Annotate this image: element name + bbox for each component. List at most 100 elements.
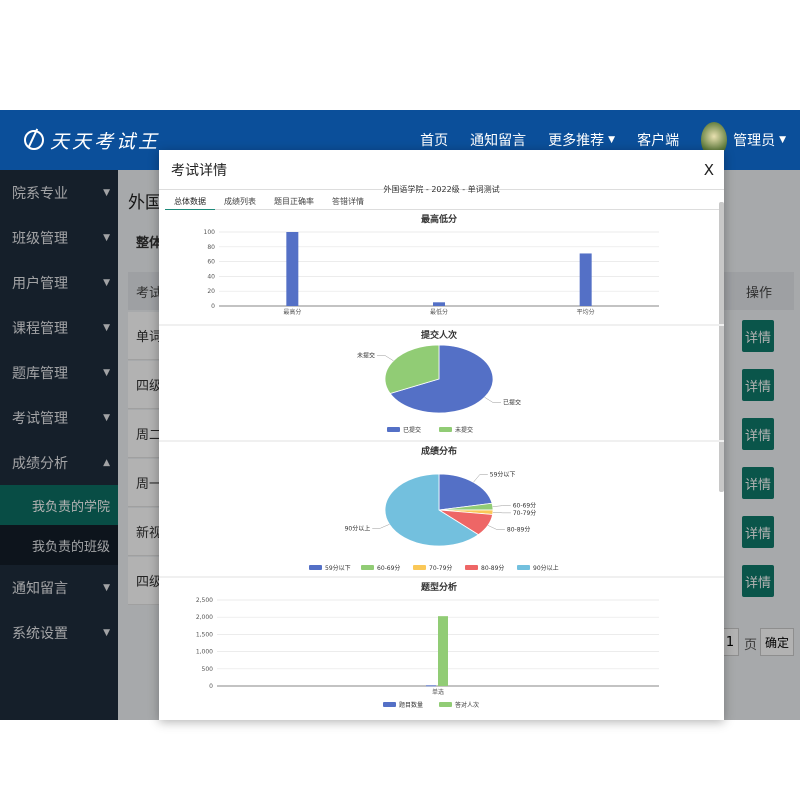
bar bbox=[286, 232, 299, 306]
sidebar-item-label: 通知留言 bbox=[12, 580, 68, 597]
label-line bbox=[376, 355, 394, 361]
tab-score-list[interactable]: 成绩列表 bbox=[224, 197, 256, 206]
slice-label: 70-79分 bbox=[513, 509, 536, 517]
caret-down-icon: ▼ bbox=[103, 367, 110, 378]
tab-wrong-answers[interactable]: 答错详情 bbox=[332, 197, 364, 206]
caret-down-icon: ▼ bbox=[103, 232, 110, 243]
sidebar-item-settings[interactable]: 系统设置 ▼ bbox=[0, 610, 118, 655]
y-tick-label: 60 bbox=[207, 259, 215, 266]
y-tick-label: 0 bbox=[211, 303, 215, 310]
legend-label: 未提交 bbox=[455, 426, 473, 434]
sidebar-item-label: 系统设置 bbox=[12, 625, 68, 642]
caret-down-icon: ▼ bbox=[103, 322, 110, 333]
logo-text: 天天考试王 bbox=[50, 130, 161, 153]
close-icon[interactable]: X bbox=[703, 160, 714, 179]
divider bbox=[159, 324, 724, 326]
exam-detail-modal: 考试详情 X 外国语学院 - 2022级 - 单词测试 总体数据 成绩列表 题目… bbox=[159, 150, 724, 720]
y-tick-label: 20 bbox=[207, 288, 215, 295]
y-tick-label: 2,500 bbox=[196, 597, 213, 604]
detail-button[interactable]: 详情 bbox=[742, 565, 774, 597]
nav-notice[interactable]: 通知留言 bbox=[470, 130, 526, 150]
tab-overall-data[interactable]: 总体数据 bbox=[165, 196, 215, 210]
legend-swatch bbox=[413, 565, 426, 570]
sidebar-subitem-my-class[interactable]: 我负责的班级 bbox=[0, 525, 118, 565]
caret-down-icon: ▼ bbox=[779, 135, 786, 145]
bar bbox=[438, 616, 448, 686]
sidebar-item-label: 题库管理 bbox=[12, 365, 68, 382]
legend-swatch bbox=[439, 702, 452, 707]
sidebar-item-question-bank[interactable]: 题库管理 ▼ bbox=[0, 350, 118, 395]
label-line bbox=[484, 397, 502, 403]
caret-down-icon: ▼ bbox=[103, 627, 110, 638]
chart-max-min-score: 最高低分 0 20 40 60 80 100 最高分 最低分 平均分 bbox=[204, 213, 659, 316]
slice-label: 未提交 bbox=[357, 351, 375, 359]
sidebar-item-label: 课程管理 bbox=[12, 320, 68, 337]
legend-label: 70-79分 bbox=[429, 564, 452, 572]
column-header-action: 操作 bbox=[724, 272, 794, 310]
caret-down-icon: ▼ bbox=[608, 135, 616, 145]
x-tick-label: 平均分 bbox=[577, 308, 595, 316]
detail-button[interactable]: 详情 bbox=[742, 516, 774, 548]
y-tick-label: 0 bbox=[209, 683, 213, 690]
sidebar-item-notice[interactable]: 通知留言 ▼ bbox=[0, 565, 118, 610]
nav-more-label: 更多推荐 bbox=[548, 133, 605, 149]
sidebar-subitem-my-college[interactable]: 我负责的学院 bbox=[0, 485, 118, 525]
nav-home-label: 首页 bbox=[420, 133, 449, 149]
legend-swatch bbox=[465, 565, 478, 570]
sidebar-item-departments[interactable]: 院系专业 ▼ bbox=[0, 170, 118, 215]
modal-subtitle: 外国语学院 - 2022级 - 单词测试 bbox=[383, 185, 500, 194]
logo[interactable]: 天天考试王 bbox=[24, 124, 160, 156]
sidebar-item-classes[interactable]: 班级管理 ▼ bbox=[0, 215, 118, 260]
x-tick-label: 单选 bbox=[432, 688, 444, 696]
legend-label: 答对人次 bbox=[455, 701, 479, 709]
detail-button[interactable]: 详情 bbox=[742, 369, 774, 401]
page-confirm-button[interactable]: 确定 bbox=[760, 628, 794, 656]
legend-swatch bbox=[517, 565, 530, 570]
slice-label: 已提交 bbox=[503, 399, 521, 407]
pie-slice bbox=[389, 344, 494, 414]
sidebar-item-label: 院系专业 bbox=[12, 185, 68, 202]
detail-button[interactable]: 详情 bbox=[742, 320, 774, 352]
label-line bbox=[492, 505, 511, 507]
slice-label: 59分以下 bbox=[490, 471, 516, 479]
chart-title: 提交人次 bbox=[421, 329, 457, 341]
sidebar-item-exams[interactable]: 考试管理 ▼ bbox=[0, 395, 118, 440]
caret-down-icon: ▼ bbox=[103, 582, 110, 593]
slice-label: 90分以上 bbox=[345, 524, 371, 532]
chart-title: 最高低分 bbox=[421, 213, 457, 225]
detail-button[interactable]: 详情 bbox=[742, 467, 774, 499]
pie-slice bbox=[384, 473, 480, 547]
legend-swatch bbox=[387, 427, 400, 432]
divider bbox=[159, 576, 724, 578]
legend-swatch bbox=[361, 565, 374, 570]
y-tick-label: 2,000 bbox=[196, 614, 213, 621]
nav-home[interactable]: 首页 bbox=[420, 130, 448, 150]
sidebar-item-label: 用户管理 bbox=[12, 275, 68, 292]
detail-button[interactable]: 详情 bbox=[742, 418, 774, 450]
y-tick-label: 500 bbox=[202, 666, 214, 673]
sidebar-item-score-analysis[interactable]: 成绩分析 ▲ bbox=[0, 440, 118, 485]
x-tick-label: 最高分 bbox=[283, 308, 301, 316]
caret-up-icon: ▲ bbox=[103, 457, 110, 468]
nav-client-label: 客户端 bbox=[637, 133, 680, 149]
pie-slice bbox=[438, 473, 493, 511]
caret-down-icon: ▼ bbox=[103, 412, 110, 423]
nav-client[interactable]: 客户端 bbox=[637, 130, 679, 150]
nav-more[interactable]: 更多推荐 ▼ bbox=[548, 130, 615, 150]
sidebar-item-courses[interactable]: 课程管理 ▼ bbox=[0, 305, 118, 350]
bar bbox=[579, 253, 592, 306]
sidebar-item-label: 成绩分析 bbox=[12, 455, 68, 472]
chart-title: 题型分析 bbox=[420, 581, 457, 593]
label-line bbox=[372, 524, 390, 529]
scrollbar[interactable] bbox=[719, 202, 724, 492]
legend-label: 90分以上 bbox=[533, 564, 559, 572]
slice-label: 60-69分 bbox=[513, 502, 536, 510]
sidebar-item-users[interactable]: 用户管理 ▼ bbox=[0, 260, 118, 305]
y-tick-label: 1,000 bbox=[196, 649, 213, 656]
legend-label: 59分以下 bbox=[325, 564, 351, 572]
label-line bbox=[492, 512, 511, 514]
tab-question-accuracy[interactable]: 题目正确率 bbox=[274, 197, 314, 206]
modal-title: 考试详情 bbox=[171, 162, 227, 179]
